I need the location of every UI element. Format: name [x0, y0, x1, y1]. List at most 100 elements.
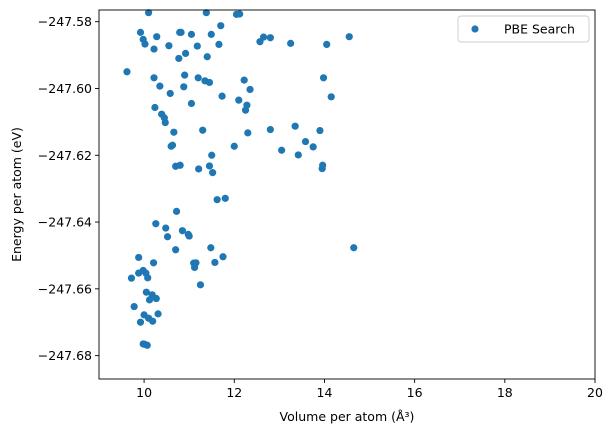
data-point — [319, 74, 328, 82]
data-point — [165, 42, 173, 50]
data-point — [181, 49, 190, 58]
y-axis-ticks: −247.68 −247.66 −247.64 −247.62 −247.60 −247.… — [38, 14, 99, 363]
data-point — [195, 165, 203, 173]
x-tick-label: 16 — [407, 385, 423, 400]
data-point — [136, 318, 145, 326]
data-point — [203, 53, 211, 61]
data-point — [175, 54, 183, 63]
data-point — [291, 122, 299, 130]
data-point — [199, 126, 207, 134]
x-tick-label: 10 — [136, 385, 152, 400]
data-point — [327, 93, 335, 101]
data-point — [219, 253, 227, 261]
y-tick-label: −247.58 — [38, 14, 92, 29]
data-point — [207, 244, 215, 252]
axes-frame — [98, 9, 596, 380]
data-point — [142, 288, 150, 296]
x-tick-label: 18 — [497, 385, 513, 400]
data-point — [319, 161, 327, 169]
data-point — [187, 99, 196, 108]
data-point — [246, 85, 254, 94]
data-point — [294, 151, 302, 159]
data-point — [202, 9, 210, 17]
y-tick-label: −247.68 — [38, 348, 92, 363]
data-point — [301, 137, 310, 146]
y-tick-label: −247.62 — [38, 148, 92, 163]
y-tick-label: −247.64 — [38, 215, 92, 230]
legend-label: PBE Search — [504, 22, 575, 37]
data-point — [266, 125, 274, 134]
data-point — [168, 141, 177, 149]
data-point — [192, 259, 200, 267]
data-point — [149, 317, 157, 325]
data-point — [205, 162, 214, 170]
data-point — [153, 33, 161, 41]
data-point — [217, 22, 225, 30]
data-point — [127, 274, 136, 282]
data-point — [123, 68, 131, 76]
x-tick-label: 14 — [317, 385, 333, 400]
data-point — [350, 244, 358, 252]
data-point — [178, 227, 187, 235]
data-point — [243, 101, 251, 109]
data-point — [150, 74, 158, 82]
data-point — [135, 253, 143, 262]
data-point — [221, 194, 229, 202]
x-axis-label: Volume per atom (Å³) — [280, 409, 415, 424]
y-axis-label: Energy per atom (eV) — [9, 127, 24, 262]
y-tick-label: −247.66 — [38, 281, 92, 296]
data-point — [208, 151, 216, 159]
y-tick-label: −247.60 — [38, 81, 92, 96]
data-point — [323, 40, 331, 49]
data-point — [215, 40, 223, 49]
data-point — [230, 142, 238, 150]
data-point — [213, 196, 221, 204]
data-point — [259, 33, 268, 41]
data-point — [177, 28, 185, 36]
data-point — [141, 40, 149, 48]
data-point — [143, 341, 151, 349]
data-point — [196, 281, 205, 289]
data-point — [176, 161, 184, 169]
data-point — [266, 34, 274, 42]
legend: PBE Search — [457, 15, 590, 43]
x-tick-label: 12 — [226, 385, 242, 400]
data-point — [205, 78, 214, 87]
data-point — [163, 233, 172, 241]
data-point — [152, 294, 160, 303]
data-point — [130, 302, 138, 311]
data-point — [278, 146, 286, 154]
data-point — [170, 128, 178, 136]
x-axis-ticks: 10 12 14 16 18 20 — [136, 379, 603, 400]
data-point — [316, 126, 324, 135]
data-point — [144, 274, 152, 282]
data-point — [180, 83, 188, 91]
data-point — [185, 232, 193, 240]
legend-box — [457, 15, 590, 43]
data-point — [244, 129, 252, 137]
data-point — [193, 42, 201, 50]
data-point — [218, 92, 226, 100]
data-point — [240, 76, 248, 84]
data-point — [309, 143, 317, 151]
data-point — [172, 246, 180, 254]
data-point — [236, 10, 244, 18]
data-point — [211, 258, 219, 267]
data-point — [156, 82, 164, 90]
data-point — [207, 30, 215, 38]
data-point — [172, 207, 181, 215]
data-point — [145, 9, 153, 17]
data-point — [162, 224, 170, 232]
data-point — [209, 169, 217, 177]
data-point — [345, 33, 353, 41]
data-point — [166, 89, 174, 98]
data-point — [194, 74, 202, 82]
data-point — [161, 118, 169, 127]
data-point — [287, 39, 295, 47]
data-point — [154, 310, 162, 318]
x-tick-label: 20 — [587, 385, 603, 400]
data-point — [150, 45, 158, 53]
data-point — [149, 259, 158, 267]
data-point — [187, 30, 196, 38]
